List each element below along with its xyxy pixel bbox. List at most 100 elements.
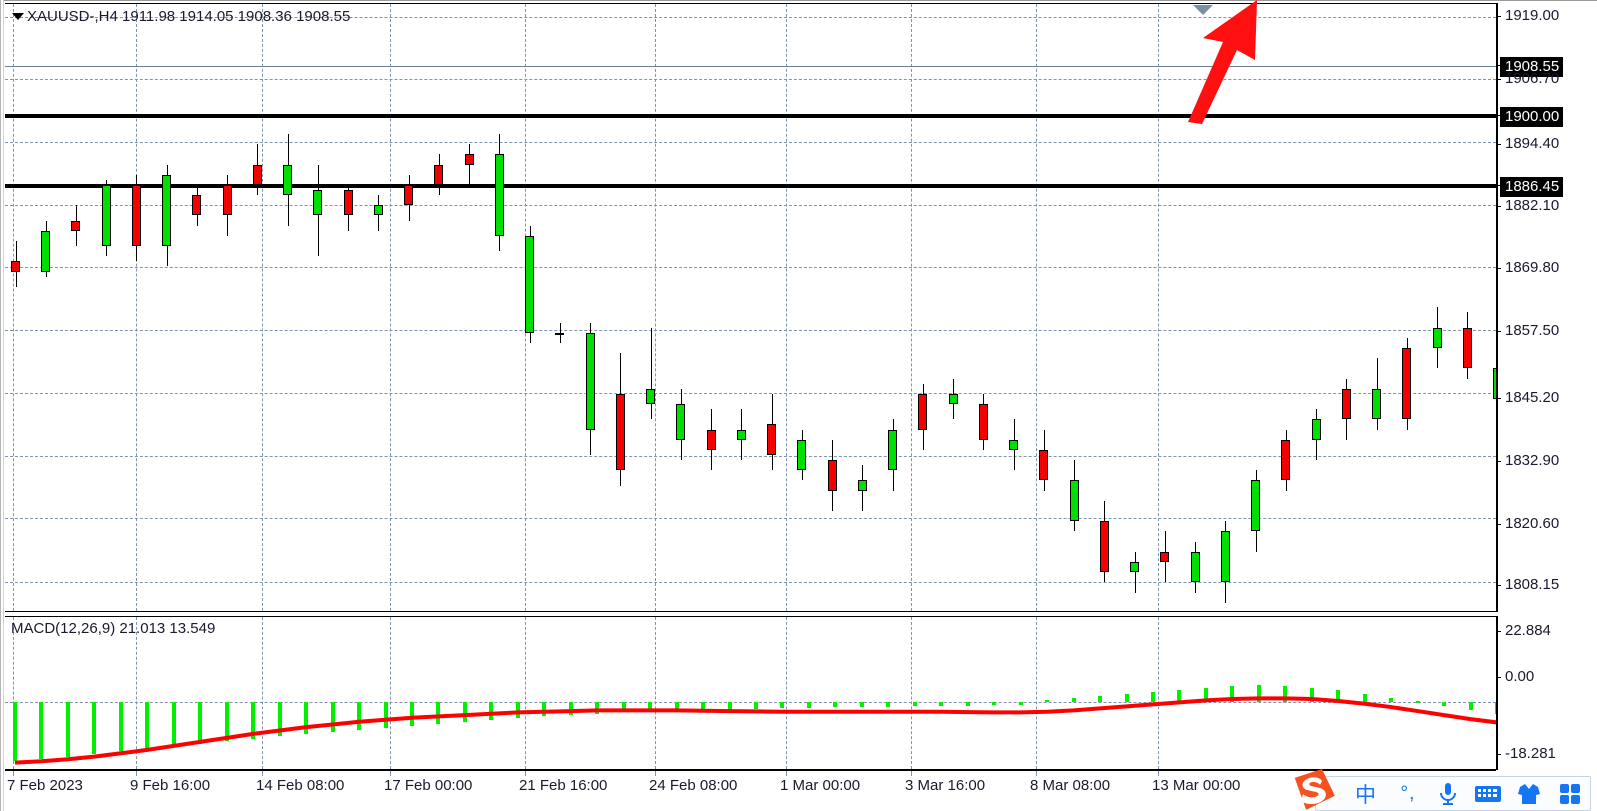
candlestick[interactable] <box>1462 327 1472 369</box>
macd-histogram-bar <box>1124 694 1129 703</box>
candlestick[interactable] <box>525 235 535 333</box>
candlestick[interactable] <box>1311 419 1321 440</box>
macd-histogram-bar <box>65 702 70 757</box>
candlestick[interactable] <box>101 184 111 247</box>
price-tick <box>1496 144 1501 145</box>
macd-plot-area[interactable] <box>5 617 1496 769</box>
macd-histogram-bar <box>1283 685 1288 703</box>
macd-label: 22.884 <box>1505 622 1551 639</box>
candlestick[interactable] <box>1220 531 1230 583</box>
candlestick[interactable] <box>494 154 504 236</box>
candlestick[interactable] <box>585 332 595 430</box>
candlestick[interactable] <box>373 205 383 216</box>
sogou-logo-icon[interactable] <box>1290 768 1336 811</box>
macd-histogram-bar <box>1018 702 1023 706</box>
candlestick[interactable] <box>555 332 565 335</box>
candlestick[interactable] <box>676 404 686 440</box>
candlestick[interactable] <box>283 164 293 196</box>
candlestick[interactable] <box>1372 388 1382 420</box>
candlestick[interactable] <box>767 424 777 455</box>
price-label: 1919.00 <box>1505 7 1560 24</box>
macd-histogram-bar <box>568 702 573 716</box>
macd-histogram-bar <box>780 702 785 709</box>
candlestick[interactable] <box>888 429 898 471</box>
price-gridline <box>5 16 1496 18</box>
macd-indicator-pane[interactable]: MACD(12,26,9) 21.013 13.549 <box>5 616 1496 770</box>
candlestick[interactable] <box>1493 368 1496 399</box>
price-chart-pane[interactable]: XAUUSD-,H4 1911.98 1914.05 1908.36 1908.… <box>5 0 1496 612</box>
candlestick[interactable] <box>1281 439 1291 481</box>
candlestick[interactable] <box>222 184 232 216</box>
soft-keyboard-icon[interactable] <box>1468 777 1509 810</box>
chinese-input-mode[interactable]: 中 <box>1355 783 1376 807</box>
candlestick[interactable] <box>797 439 807 471</box>
candlestick[interactable] <box>1190 551 1200 583</box>
candlestick[interactable] <box>615 393 625 471</box>
candlestick[interactable] <box>1130 562 1140 573</box>
price-scale[interactable]: 1919.00 1908.55 1906.70 1900.00 1894.40 1886.… <box>1496 3 1597 612</box>
candlestick[interactable] <box>706 429 716 450</box>
macd-header: MACD(12,26,9) 21.013 13.549 <box>11 620 216 637</box>
price-plot-area[interactable] <box>5 4 1496 611</box>
bullish-trend-arrow <box>1188 0 1257 124</box>
macd-tick <box>1496 754 1501 755</box>
price-gridline <box>5 267 1496 269</box>
candlestick[interactable] <box>1009 439 1019 450</box>
macd-scale[interactable]: 22.884 0.00 -18.281 <box>1496 616 1597 770</box>
macd-histogram-bar <box>754 702 759 710</box>
candlestick[interactable] <box>1432 327 1442 348</box>
candlestick[interactable] <box>252 164 262 185</box>
candlestick[interactable] <box>162 174 172 247</box>
candlestick[interactable] <box>41 230 51 272</box>
candlestick[interactable] <box>343 190 353 216</box>
price-label: 1845.20 <box>1505 389 1560 406</box>
candlestick[interactable] <box>1251 480 1261 532</box>
skin-theme-icon[interactable] <box>1509 777 1550 810</box>
candlestick[interactable] <box>1160 551 1170 563</box>
horizontal-level-line[interactable] <box>5 184 1496 188</box>
candlestick[interactable] <box>827 460 837 491</box>
toolbox-icon[interactable] <box>1549 777 1590 810</box>
candlestick[interactable] <box>918 393 928 430</box>
candlestick[interactable] <box>131 184 141 247</box>
candlestick[interactable] <box>464 154 474 165</box>
candlestick[interactable] <box>1069 480 1079 522</box>
candlestick[interactable] <box>1402 347 1412 420</box>
macd-histogram-bar <box>595 702 600 714</box>
candlestick[interactable] <box>313 190 323 216</box>
horizontal-level-line[interactable] <box>5 114 1496 118</box>
candlestick[interactable] <box>1039 449 1049 481</box>
candlestick[interactable] <box>978 404 988 440</box>
time-tick <box>525 771 526 776</box>
macd-histogram-bar <box>1203 688 1208 703</box>
macd-histogram-bar <box>1256 684 1261 703</box>
price-gridline <box>5 79 1496 81</box>
time-label: 7 Feb 2023 <box>7 777 83 794</box>
triangle-down-icon[interactable] <box>12 13 24 20</box>
voice-input-icon[interactable] <box>1427 777 1468 810</box>
time-gridline <box>655 617 656 769</box>
candlestick[interactable] <box>11 261 20 272</box>
macd-histogram-bar <box>515 702 520 718</box>
candlestick[interactable] <box>71 220 81 231</box>
macd-histogram-bar <box>357 702 362 730</box>
candlestick[interactable] <box>1341 388 1351 420</box>
candlestick[interactable] <box>192 195 202 216</box>
candlestick[interactable] <box>1099 521 1109 573</box>
macd-histogram-bar <box>462 702 467 722</box>
window-top-border <box>0 0 1597 3</box>
sogou-ime-toolbar[interactable]: 中 °, <box>1315 776 1591 811</box>
price-gridline <box>5 392 1496 394</box>
candlestick[interactable] <box>857 480 867 491</box>
time-axis[interactable]: 7 Feb 2023 9 Feb 16:00 14 Feb 08:00 17 Feb … <box>5 770 1496 811</box>
candlestick[interactable] <box>948 393 958 405</box>
punctuation-mode[interactable]: °, <box>1400 782 1416 804</box>
macd-histogram-bar <box>992 702 997 706</box>
candlestick[interactable] <box>404 184 414 206</box>
candlestick[interactable] <box>646 388 656 405</box>
candlestick[interactable] <box>434 164 444 185</box>
price-tick <box>1496 585 1501 586</box>
time-tick <box>262 771 263 776</box>
candlestick[interactable] <box>736 429 746 440</box>
price-tick <box>1496 65 1501 66</box>
